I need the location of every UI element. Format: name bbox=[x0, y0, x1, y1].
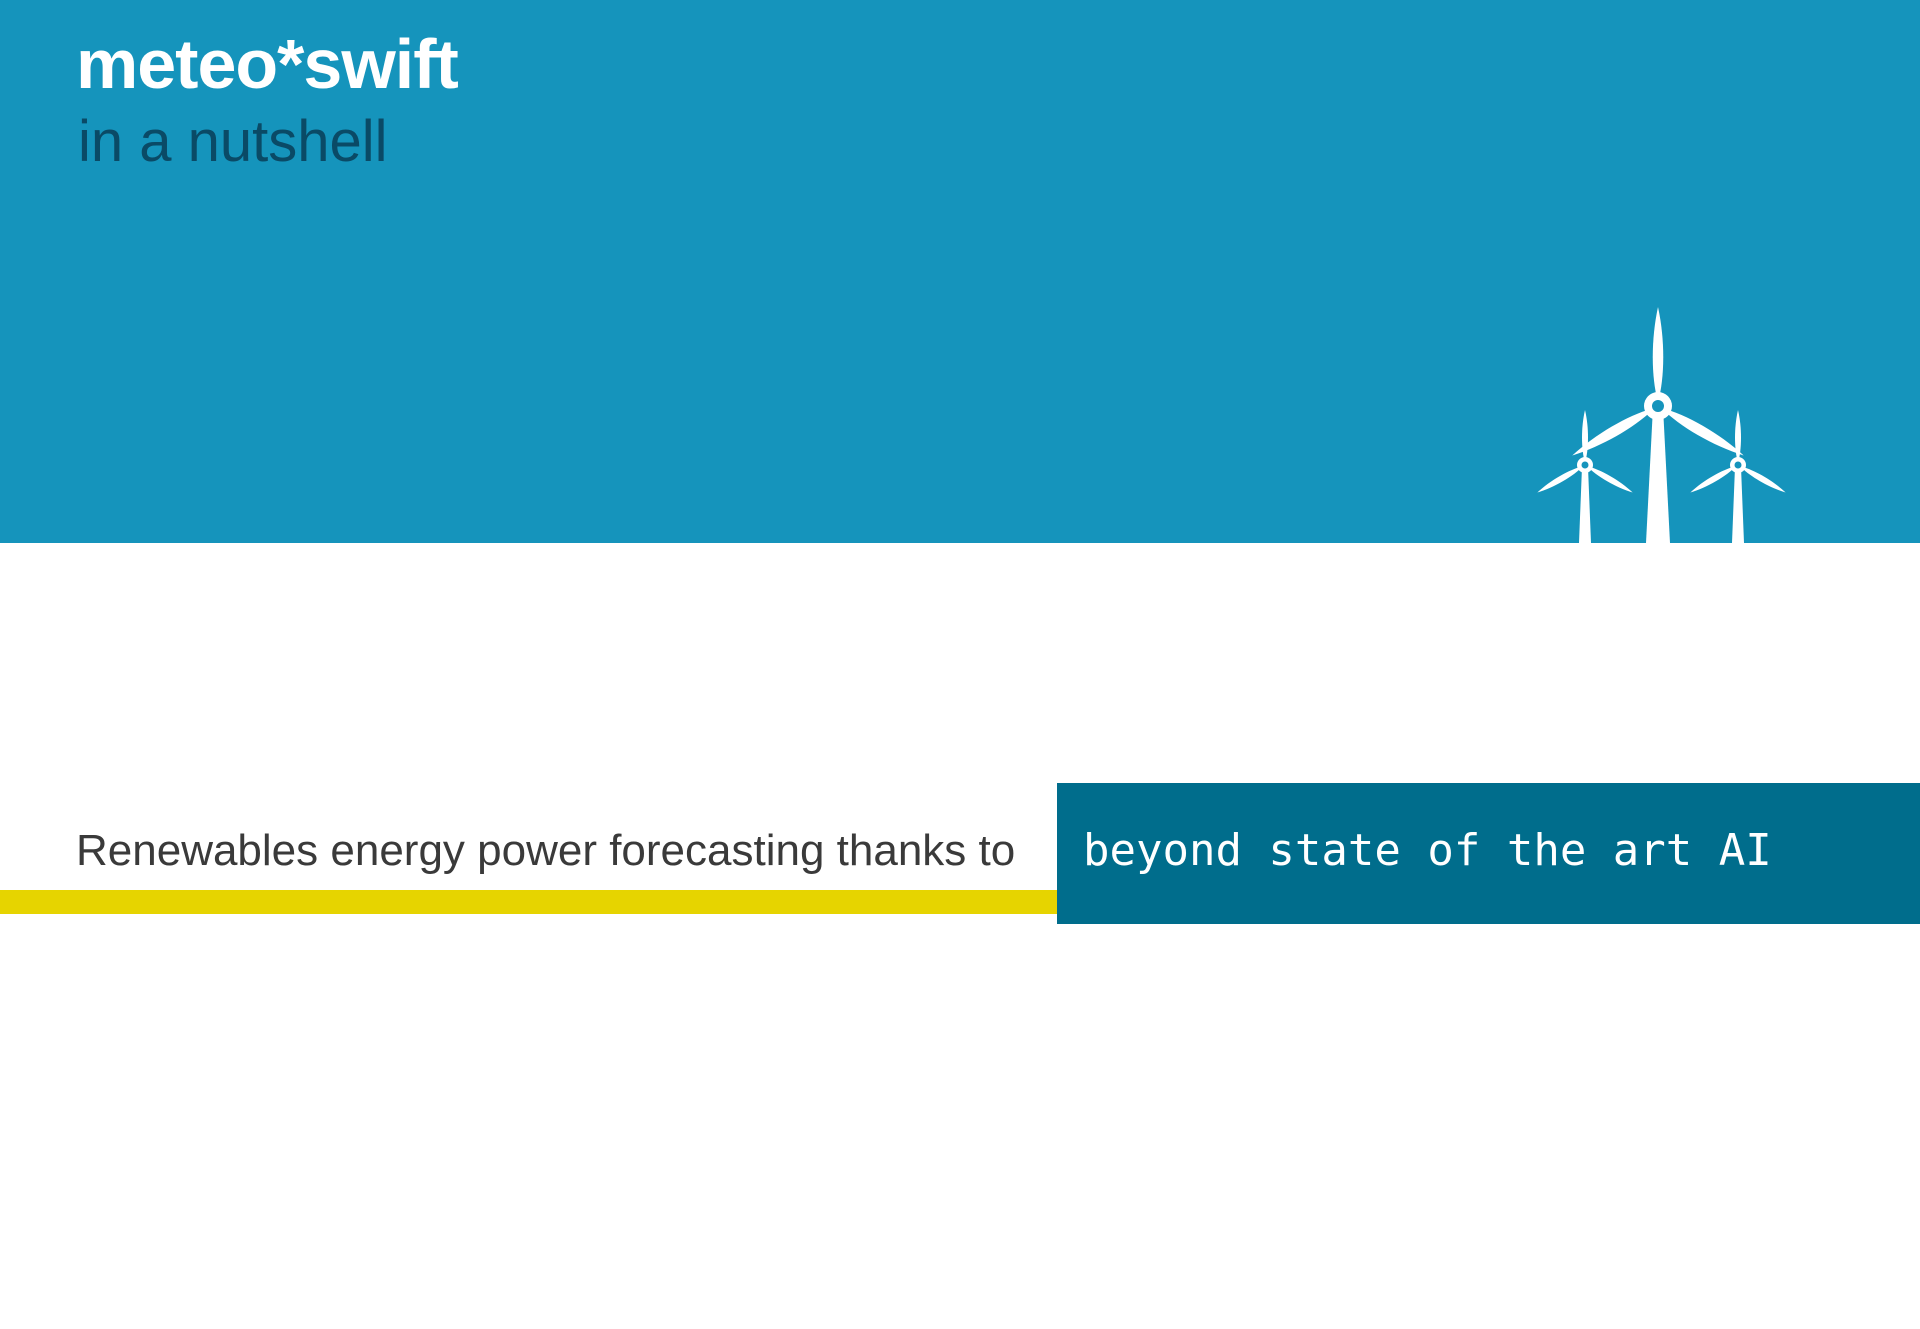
large-turbine-icon bbox=[1572, 307, 1744, 543]
highlight-text: beyond state of the art AI bbox=[1083, 825, 1772, 876]
right-turbine-icon bbox=[1690, 410, 1786, 543]
brand-name: meteo*swift bbox=[76, 25, 459, 103]
tagline: Renewables energy power forecasting than… bbox=[76, 826, 1016, 875]
highlight-box: beyond state of the art AI bbox=[1057, 783, 1920, 924]
header-band: meteo*swift in a nutshell bbox=[0, 0, 1920, 543]
wind-turbines-icon bbox=[1537, 307, 1786, 543]
left-turbine-icon bbox=[1537, 410, 1633, 543]
subtitle: in a nutshell bbox=[78, 109, 388, 174]
accent-line bbox=[0, 890, 1057, 914]
